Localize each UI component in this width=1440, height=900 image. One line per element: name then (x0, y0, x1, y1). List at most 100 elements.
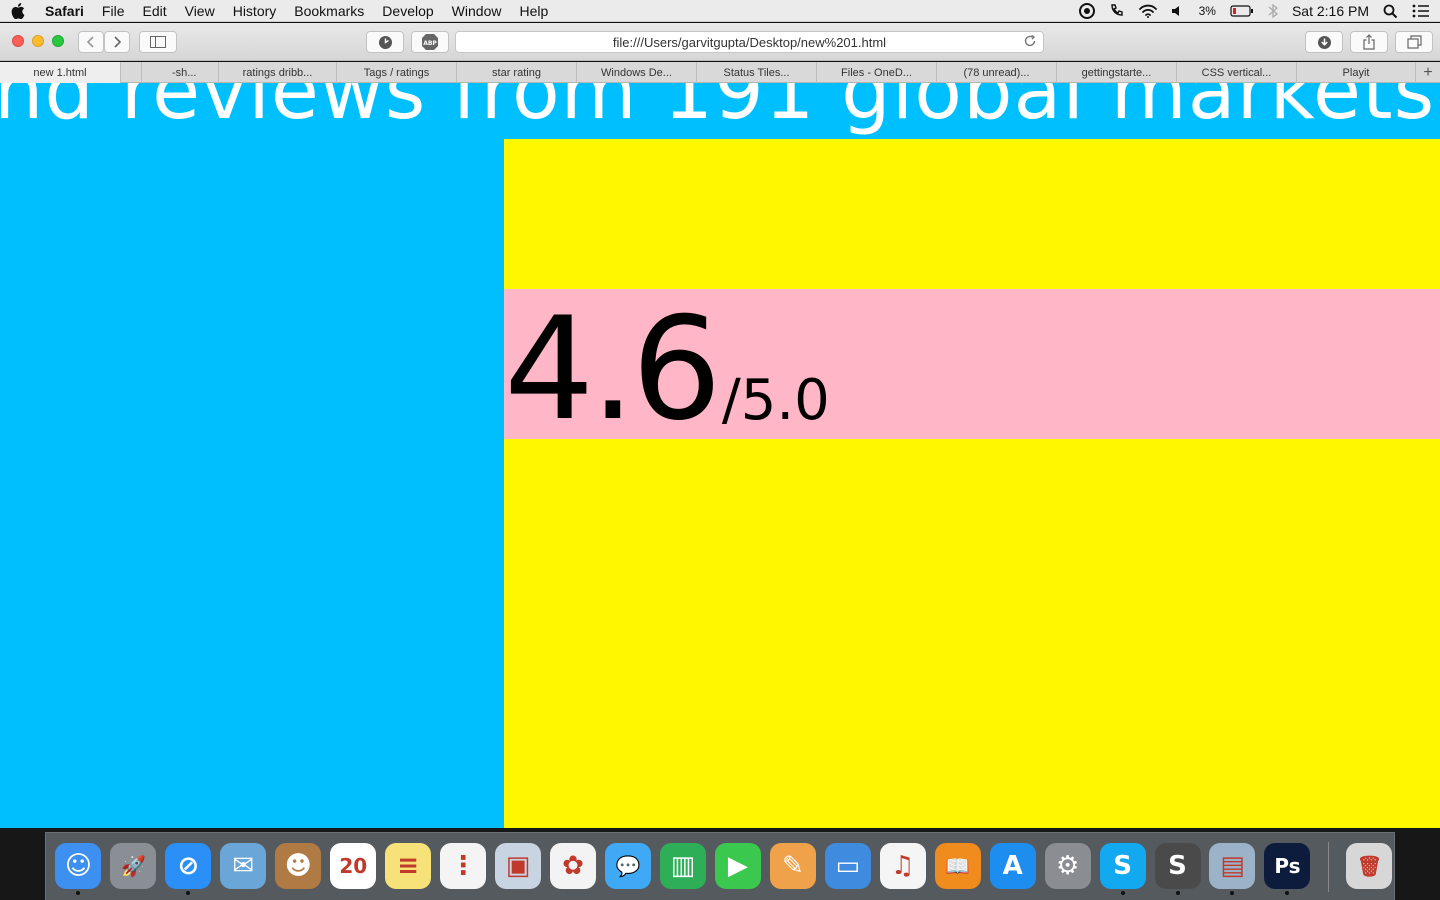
pages-icon[interactable]: ✎ (768, 839, 817, 895)
bluetooth-icon[interactable] (1268, 3, 1278, 19)
system-preferences-icon[interactable]: ⚙ (1043, 839, 1092, 895)
url-text: file:///Users/garvitgupta/Desktop/new%20… (612, 34, 887, 50)
tab-label: ratings dribb... (242, 66, 313, 79)
contacts-icon[interactable]: ☻ (274, 839, 323, 895)
sublime-text-icon[interactable]: S (1153, 839, 1202, 895)
reminders-icon[interactable]: ⋮ (439, 839, 488, 895)
running-indicator (1120, 890, 1125, 895)
forward-button[interactable] (104, 31, 130, 53)
notes-icon[interactable]: ≡ (384, 839, 433, 895)
menu-develop[interactable]: Develop (382, 2, 434, 19)
tab-css-vertical[interactable]: CSS vertical... (1177, 62, 1297, 83)
battery-percent: 3% (1198, 4, 1216, 18)
dock-tile: ⋮ (440, 842, 487, 889)
back-button[interactable] (78, 31, 104, 53)
share-button[interactable] (1350, 31, 1388, 53)
phone-icon[interactable] (1109, 3, 1125, 19)
safari-icon[interactable]: ⊘ (164, 839, 213, 895)
ibooks-icon[interactable]: 📖 (933, 839, 982, 895)
photoshop-icon[interactable]: Ps (1263, 839, 1312, 895)
page-headline: nd reviews from 191 global markets (0, 83, 1436, 137)
tab-label: star rating (492, 66, 541, 79)
tab-overview-button[interactable] (1395, 31, 1433, 53)
skype-icon[interactable]: S (1098, 839, 1147, 895)
spotlight-search-icon[interactable] (1383, 4, 1398, 19)
dock-tile: 🚀 (110, 842, 157, 889)
calendar-icon[interactable]: 20 (329, 839, 378, 895)
menu-file[interactable]: File (101, 2, 125, 19)
tab-gettingstarted[interactable]: gettingstarte... (1057, 62, 1177, 83)
close-window-button[interactable] (12, 35, 24, 47)
apple-menu-icon[interactable] (0, 2, 36, 19)
tab-files-onedrive[interactable]: Files - OneD... (817, 62, 937, 83)
wifi-icon[interactable] (1138, 4, 1157, 18)
menu-window[interactable]: Window (451, 2, 502, 19)
new-tab-plus-icon[interactable]: + (1423, 63, 1433, 81)
tab-tags-ratings[interactable]: Tags / ratings (337, 62, 457, 83)
itunes-icon[interactable]: ♫ (878, 839, 927, 895)
zoom-window-button[interactable] (52, 35, 64, 47)
keynote-icon[interactable]: ▭ (823, 839, 872, 895)
minimize-window-button[interactable] (32, 35, 44, 47)
rating-value: 4.6 (504, 287, 722, 452)
menubar-clock[interactable]: Sat 2:16 PM (1291, 3, 1369, 19)
finder-icon[interactable]: ☺ (54, 839, 103, 895)
tab-label: Windows De... (601, 66, 672, 79)
menu-view[interactable]: View (184, 2, 215, 19)
notification-center-icon[interactable] (1412, 4, 1430, 18)
mail-icon[interactable]: ✉ (219, 839, 268, 895)
sidebar-icon (150, 36, 166, 48)
photo-booth-icon[interactable]: ▣ (494, 839, 543, 895)
dock-tile: S (1099, 842, 1146, 889)
running-indicator (1285, 890, 1290, 895)
tab-new-1-html[interactable]: new 1.html (0, 62, 121, 83)
downloads-button[interactable] (1305, 31, 1343, 53)
svg-text:ABP: ABP (423, 40, 437, 47)
tabs-icon (1406, 35, 1422, 49)
dock-tile: ☺ (55, 842, 102, 889)
rating-score: 4.6 /5.0 (504, 289, 830, 445)
tab-pinned-small[interactable] (121, 62, 142, 83)
photos-icon[interactable]: ✿ (549, 839, 598, 895)
preview-icon[interactable]: ▤ (1208, 839, 1257, 895)
tab-windows-de[interactable]: Windows De... (577, 62, 697, 83)
tab-playit[interactable]: Playit (1297, 62, 1416, 83)
dock-tile: ▭ (824, 842, 871, 889)
menu-edit[interactable]: Edit (142, 2, 167, 19)
menu-help[interactable]: Help (519, 2, 549, 19)
dock-tile: ▣ (495, 842, 542, 889)
tab-star-rating[interactable]: star rating (457, 62, 577, 83)
dock-tile: ✉ (220, 842, 267, 889)
tab-label: Status Tiles... (723, 66, 790, 79)
menu-bookmarks[interactable]: Bookmarks (294, 2, 365, 19)
reload-icon[interactable] (1023, 34, 1037, 51)
sidebar-toggle-button[interactable] (139, 31, 177, 53)
menu-app-name[interactable]: Safari (45, 2, 84, 19)
adblock-icon: ABP (422, 34, 438, 50)
tab-unread[interactable]: (78 unread)... (937, 62, 1057, 83)
history-extension-button[interactable] (366, 31, 404, 53)
running-indicator (1175, 890, 1180, 895)
app-store-icon[interactable]: A (988, 839, 1037, 895)
facetime-icon[interactable]: ▶ (713, 839, 762, 895)
battery-icon[interactable] (1230, 5, 1254, 17)
dock-tile: 📖 (934, 842, 981, 889)
launchpad-icon[interactable]: 🚀 (109, 839, 158, 895)
screen-recording-icon[interactable] (1078, 3, 1095, 19)
numbers-icon[interactable]: ▥ (658, 839, 707, 895)
dock: ☺ 🚀 ⊘ ✉ ☻ 20 ≡ ⋮ ▣ ✿ 💬 ▥ ▶ ✎ ▭ ♫ 📖 A ⚙ S S ▤ Ps 🗑 (45, 832, 1395, 900)
tab-sh[interactable]: -sh... (142, 62, 219, 83)
messages-icon[interactable]: 💬 (604, 839, 653, 895)
running-indicator (1230, 890, 1235, 895)
yellow-panel (504, 139, 1440, 828)
volume-icon[interactable] (1171, 4, 1185, 18)
trash-icon[interactable]: 🗑 (1345, 839, 1394, 895)
dock-separator (1327, 841, 1329, 892)
tab-ratings-dribbble[interactable]: ratings dribb... (219, 62, 337, 83)
dock-tile: ▤ (1209, 842, 1256, 889)
menu-history[interactable]: History (232, 2, 277, 19)
adblock-extension-button[interactable]: ABP (411, 31, 449, 53)
address-bar[interactable]: file:///Users/garvitgupta/Desktop/new%20… (455, 31, 1044, 53)
dock-tile: 20 (330, 842, 377, 889)
tab-status-tiles[interactable]: Status Tiles... (697, 62, 817, 83)
